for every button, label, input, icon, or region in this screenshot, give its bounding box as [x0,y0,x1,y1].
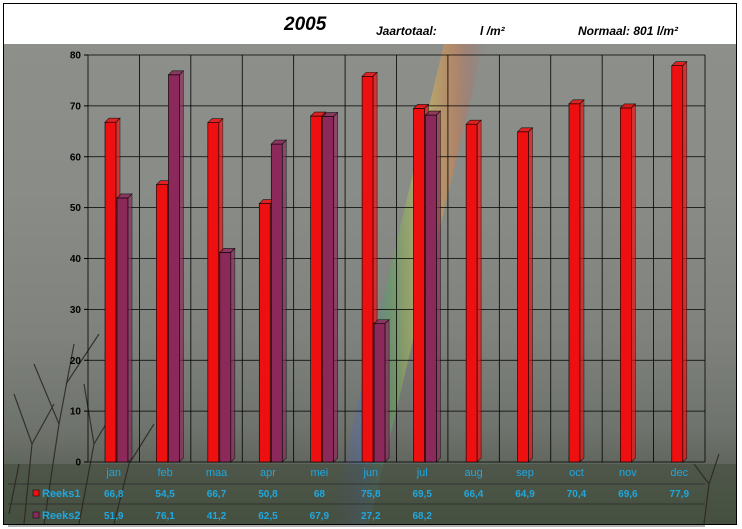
bar-reeks2 [270,139,287,463]
data-label-reeks1: 69,6 [618,489,638,500]
data-label-reeks2: 62,5 [258,511,278,522]
bar-reeks2 [219,247,236,463]
bar-reeks1 [671,60,688,463]
bar-reeks2 [167,70,185,463]
bar-reeks2 [373,318,390,463]
x-category-label: sep [516,467,534,479]
x-category-label: jan [105,467,121,479]
bar-reeks2 [424,110,442,463]
bar-reeks2 [321,111,339,463]
data-label-reeks2: 67,9 [310,511,330,522]
legend-key-reeks2 [32,511,40,519]
y-tick-label: 50 [70,203,82,214]
data-label-reeks1: 66,4 [464,489,484,500]
x-category-label: feb [157,467,172,479]
bar-reeks1 [516,127,534,463]
chart-title: 2005 [284,14,327,35]
y-tick-label: 40 [70,254,82,265]
legend-label-reeks1: Reeks1 [42,488,81,500]
data-label-reeks1: 66,7 [207,489,227,500]
data-label-reeks1: 69,5 [412,489,432,500]
legend-label-reeks2: Reeks2 [42,510,81,522]
x-category-label: mei [311,467,329,479]
y-tick-label: 20 [70,356,82,367]
x-category-label: aug [464,467,482,479]
x-category-label: dec [670,467,688,479]
x-category-label: apr [260,467,276,479]
data-label-reeks1: 50,8 [258,489,278,500]
x-category-label: jun [362,467,378,479]
data-label-reeks1: 77,9 [670,489,690,500]
y-tick-label: 60 [70,152,82,163]
y-tick-label: 70 [70,101,82,112]
data-label-reeks2: 27,2 [361,511,381,522]
y-tick-label: 10 [70,407,82,418]
data-label-reeks1: 64,9 [515,489,535,500]
data-label-reeks1: 66,8 [104,489,124,500]
data-label-reeks2: 76,1 [155,511,175,522]
data-label-reeks2: 68,2 [412,511,432,522]
y-tick-label: 80 [70,51,82,62]
bar-reeks2 [116,193,133,463]
data-label-reeks1: 75,8 [361,489,381,500]
y-tick-label: 30 [70,305,82,316]
x-category-label: jul [416,467,428,479]
data-label-reeks2: 51,9 [104,511,124,522]
legend-key-reeks1 [32,489,40,497]
x-category-label: nov [619,467,637,479]
bar-reeks1 [619,103,637,463]
jaartotaal-unit: l /m² [480,24,505,38]
bar-reeks1 [568,99,585,463]
jaartotaal-label: Jaartotaal: [376,24,437,38]
bar-reeks1 [465,119,482,463]
y-tick-label: 0 [75,458,81,469]
normaal-label: Normaal: 801 l/m² [578,24,679,38]
data-label-reeks1: 54,5 [155,489,175,500]
x-category-label: maa [206,467,228,479]
x-category-label: oct [569,467,584,479]
data-label-reeks1: 68 [314,489,326,500]
data-label-reeks2: 41,2 [207,511,227,522]
data-label-reeks1: 70,4 [567,489,587,500]
